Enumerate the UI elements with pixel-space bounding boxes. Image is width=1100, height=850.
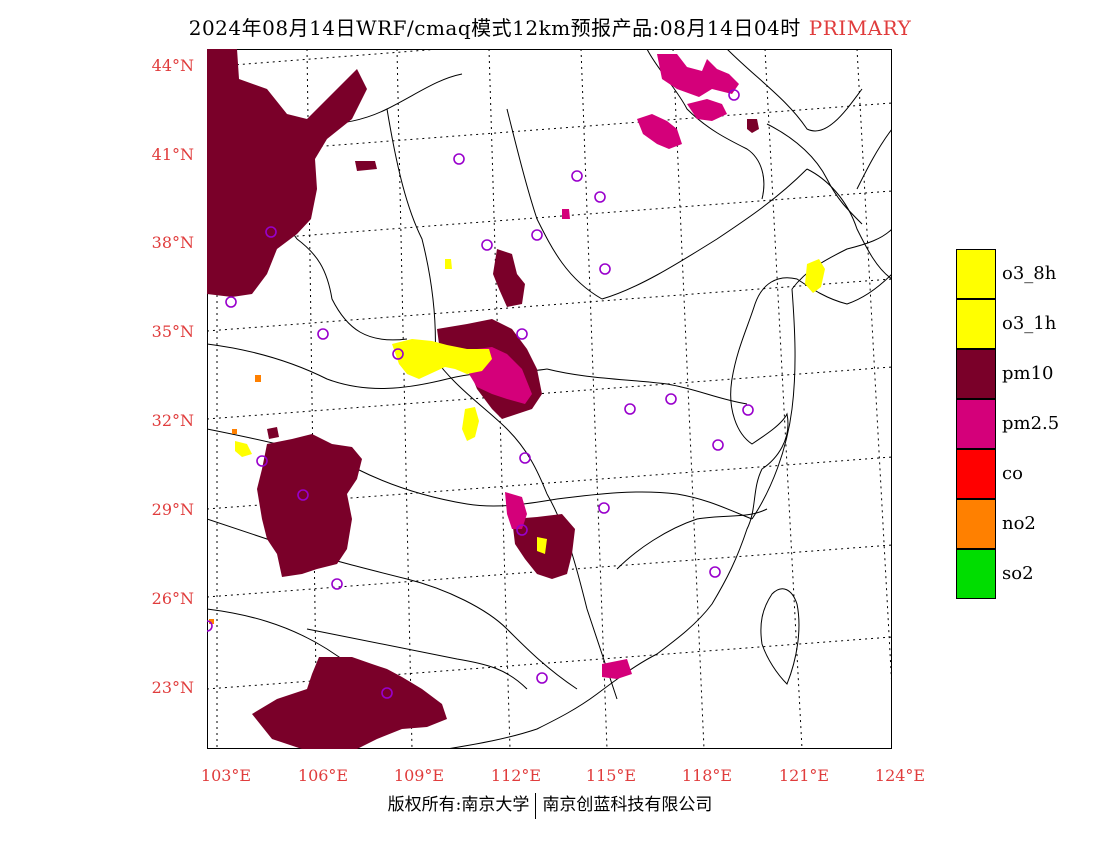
legend-label: o3_1h [1002,313,1057,334]
monitoring-stations [207,89,754,699]
lat-label-32: 32°N [151,411,194,430]
legend-swatch [956,449,996,499]
legend-swatch [956,399,996,449]
lat-label-35: 35°N [151,322,194,341]
legend-label: co [1002,463,1023,484]
legend-item-pm10: pm10 [956,349,1076,399]
legend-swatch [956,349,996,399]
legend-label: pm10 [1002,363,1054,384]
legend-swatch [956,499,996,549]
no2-regions [209,375,261,624]
boundaries [207,49,892,700]
o3-regions [235,259,825,554]
footer-copyright: 版权所有:南京大学 [387,795,530,815]
footer-company: 南京创蓝科技有限公司 [542,795,713,815]
lon-label-109: 109°E [393,766,445,785]
legend-item-no2: no2 [956,499,1076,549]
legend-swatch [956,549,996,599]
legend-item-o3-8h: o3_8h [956,249,1076,299]
title-text: 2024年08月14日WRF/cmaq模式12km预报产品:08月14日04时 [188,16,801,40]
legend-swatch [956,249,996,299]
lon-label-106: 106°E [297,766,349,785]
lon-label-112: 112°E [490,766,542,785]
title-primary-tag: PRIMARY [808,16,912,40]
forecast-map [207,49,892,749]
legend-item-so2: so2 [956,549,1076,599]
lon-label-121: 121°E [778,766,830,785]
lat-label-44: 44°N [151,56,194,75]
coastline [446,49,892,749]
legend-label: pm2.5 [1002,413,1060,434]
footer-separator [535,792,537,819]
pm25-regions [469,54,739,679]
lon-label-124: 124°E [874,766,926,785]
legend-label: no2 [1002,513,1036,534]
legend-label: o3_8h [1002,263,1057,284]
legend-label: so2 [1002,563,1034,584]
legend-item-o3-1h: o3_1h [956,299,1076,349]
copyright-footer: 版权所有:南京大学 南京创蓝科技有限公司 [0,790,1100,819]
lon-label-118: 118°E [681,766,733,785]
lon-label-103: 103°E [200,766,252,785]
legend-item-co: co [956,449,1076,499]
map-title: 2024年08月14日WRF/cmaq模式12km预报产品:08月14日04时 P… [0,12,1100,41]
lat-label-41: 41°N [151,145,194,164]
lon-label-115: 115°E [585,766,637,785]
legend-swatch [956,299,996,349]
lat-label-23: 23°N [151,678,194,697]
lat-label-26: 26°N [151,589,194,608]
legend-item-pm25: pm2.5 [956,399,1076,449]
lat-label-38: 38°N [151,233,194,252]
lat-label-29: 29°N [151,500,194,519]
